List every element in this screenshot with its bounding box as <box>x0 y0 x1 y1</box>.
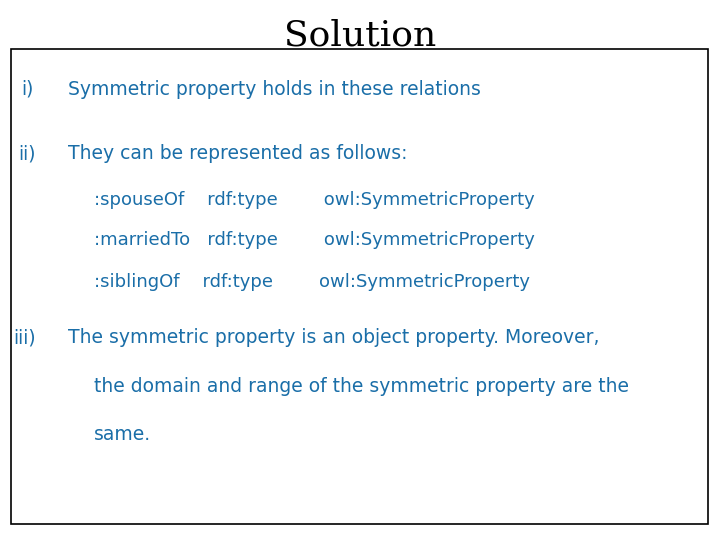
Text: :spouseOf    rdf:type        owl:SymmetricProperty: :spouseOf rdf:type owl:SymmetricProperty <box>94 191 534 209</box>
Text: iii): iii) <box>13 328 35 347</box>
Text: the domain and range of the symmetric property are the: the domain and range of the symmetric pr… <box>94 376 629 396</box>
Text: :marriedTo   rdf:type        owl:SymmetricProperty: :marriedTo rdf:type owl:SymmetricPropert… <box>94 231 534 249</box>
Text: :siblingOf    rdf:type        owl:SymmetricProperty: :siblingOf rdf:type owl:SymmetricPropert… <box>94 273 530 291</box>
Text: The symmetric property is an object property. Moreover,: The symmetric property is an object prop… <box>68 328 600 347</box>
Text: They can be represented as follows:: They can be represented as follows: <box>68 144 408 164</box>
Text: Symmetric property holds in these relations: Symmetric property holds in these relati… <box>68 79 481 99</box>
Text: Solution: Solution <box>284 19 436 53</box>
Text: i): i) <box>22 79 34 99</box>
Text: ii): ii) <box>18 144 35 164</box>
Text: same.: same. <box>94 425 150 444</box>
Bar <box>11 49 708 524</box>
